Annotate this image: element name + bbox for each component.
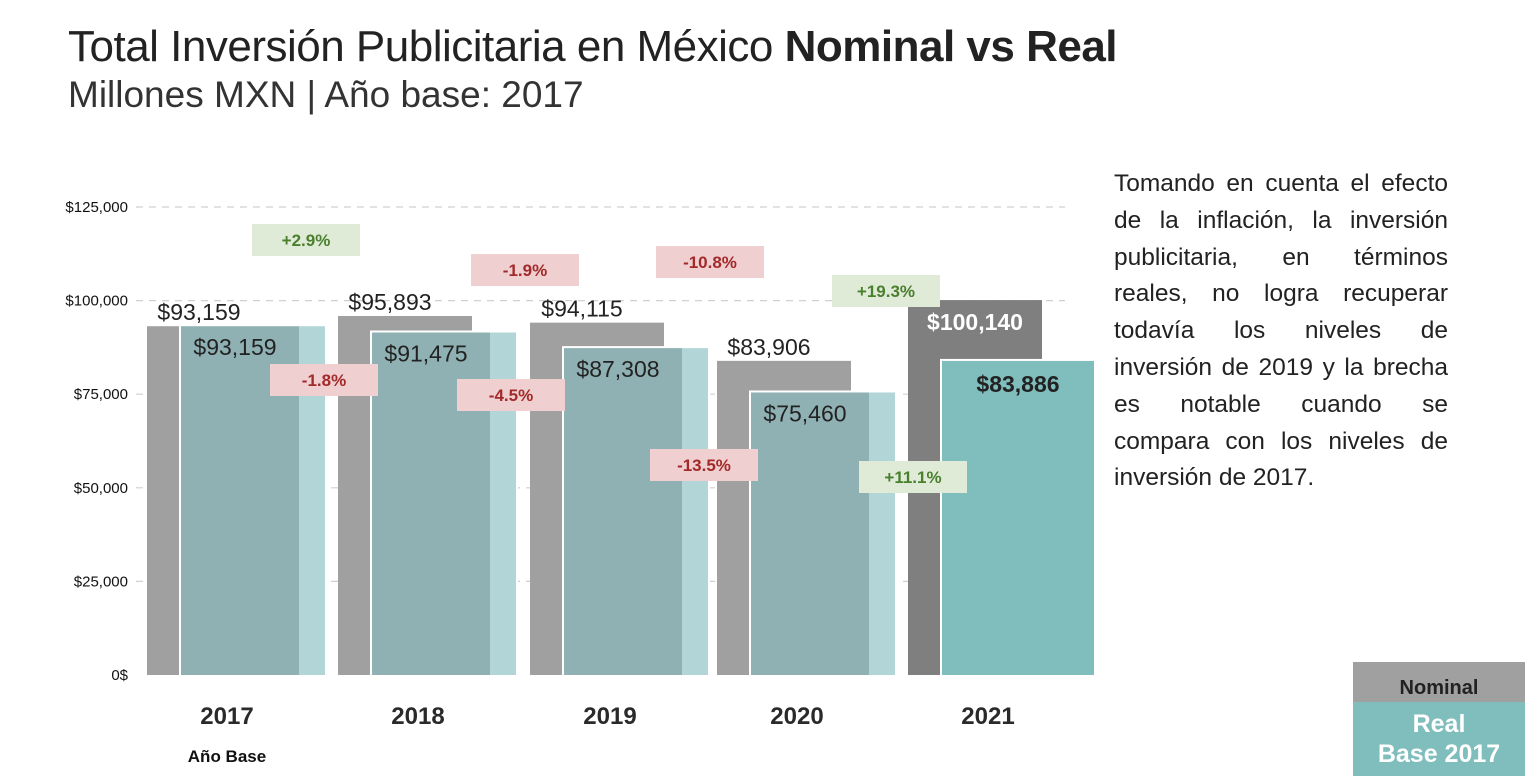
y-tick-label: $100,000 [65,293,128,310]
real-pct-change-box [650,449,758,481]
title-regular: Total Inversión Publicitaria en México [68,22,785,71]
x-tick-note: Año Base [188,747,266,766]
chart-title: Total Inversión Publicitaria en México N… [68,22,1118,72]
legend-real-label: Real [1412,710,1466,738]
nominal-pct-change-box [832,275,940,307]
real-value-label: $93,159 [193,334,276,360]
description-text: Tomando en cuenta el efecto de la inflac… [1114,170,1448,492]
x-tick-label: 2017 [200,703,253,730]
real-pct-change-box [859,461,967,493]
x-tick-label: 2018 [391,703,444,730]
nominal-value-label: $83,906 [727,334,810,360]
nominal-value-label: $100,140 [927,309,1023,335]
real-pct-change: -13.5% [677,456,731,475]
y-tick-label: $25,000 [74,573,128,590]
real-pct-change: -1.8% [302,371,346,390]
real-pct-change: +11.1% [884,468,941,487]
real-value-label: $83,886 [976,371,1059,397]
real-value-label: $75,460 [763,400,846,426]
y-tick-label: $50,000 [74,480,128,497]
nominal-pct-change: -10.8% [683,253,737,272]
nominal-pct-change-box [252,224,360,256]
x-tick-label: 2021 [961,703,1014,730]
real-pct-change-box [270,364,378,396]
chart-subtitle: Millones MXN | Año base: 2017 [68,74,584,115]
y-tick-label: $75,000 [74,386,128,403]
nominal-pct-change-box [471,254,579,286]
legend-nominal: Nominal [1353,662,1525,702]
legend-real: Real Base 2017 [1353,702,1525,776]
real-bar-overlay [682,348,708,675]
real-bar [751,392,869,675]
real-bar [564,348,682,675]
nominal-value-label: $94,115 [541,296,622,322]
y-tick-label: $125,000 [65,199,128,216]
nominal-pct-change: +2.9% [282,231,331,250]
real-pct-change-box [457,379,565,411]
x-tick-label: 2020 [770,703,823,730]
x-tick-label: 2019 [583,703,636,730]
legend: Nominal Real Base 2017 [1353,662,1525,776]
nominal-value-label: $93,159 [157,299,240,325]
nominal-pct-change: -1.9% [503,261,547,280]
title-bold: Nominal vs Real [784,22,1118,71]
chart-area: 0$ $25,000 $50,000 $75,000 $100,000 $125,000 $… [65,199,1096,766]
real-bar [942,360,1094,675]
nominal-value-label: $95,893 [348,289,431,315]
nominal-pct-change-box [656,246,764,278]
y-tick-label: 0$ [111,667,128,684]
real-value-label: $91,475 [384,341,467,367]
real-value-label: $87,308 [576,356,659,382]
real-bar-overlay [869,392,895,675]
real-pct-change: -4.5% [489,386,533,405]
legend-real-base: Base 2017 [1377,740,1501,768]
nominal-pct-change: +19.3% [857,282,915,301]
